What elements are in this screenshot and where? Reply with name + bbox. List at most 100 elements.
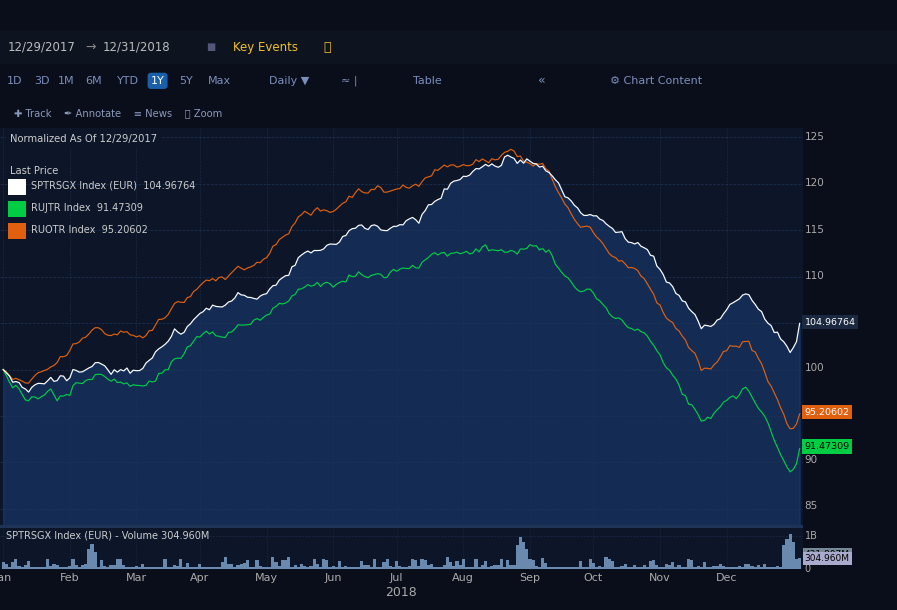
Bar <box>576 567 579 569</box>
Bar <box>237 565 239 569</box>
Bar <box>573 567 576 569</box>
Bar <box>109 565 113 569</box>
Bar <box>338 561 341 569</box>
Bar <box>265 567 268 569</box>
Bar <box>737 566 741 569</box>
Bar <box>798 559 801 569</box>
Bar <box>141 564 144 569</box>
Bar <box>772 567 776 569</box>
Bar <box>93 552 97 569</box>
Bar <box>370 567 373 569</box>
Bar <box>563 567 566 569</box>
Bar <box>151 567 154 569</box>
Bar <box>135 566 138 569</box>
Bar <box>52 564 56 569</box>
Bar <box>427 565 430 569</box>
Bar <box>588 559 592 569</box>
Bar <box>144 567 147 569</box>
Bar <box>386 559 388 569</box>
Bar <box>138 567 141 569</box>
Bar <box>351 567 353 569</box>
Bar <box>319 567 322 569</box>
Bar <box>786 539 788 569</box>
Bar <box>392 567 395 569</box>
Text: 1Y: 1Y <box>151 76 164 86</box>
Bar <box>303 566 306 569</box>
Bar <box>68 566 72 569</box>
Text: 100: 100 <box>805 363 824 373</box>
Bar <box>528 559 532 569</box>
Bar <box>503 567 506 569</box>
Bar <box>100 560 103 569</box>
Bar <box>456 561 458 569</box>
Bar <box>458 565 462 569</box>
Bar <box>281 561 284 569</box>
Bar <box>97 567 100 569</box>
FancyBboxPatch shape <box>8 201 26 217</box>
Bar <box>512 565 516 569</box>
Bar <box>293 565 297 569</box>
Bar <box>766 567 770 569</box>
Bar <box>379 567 382 569</box>
Bar <box>116 559 119 569</box>
Bar <box>147 567 151 569</box>
Bar <box>442 565 446 569</box>
Bar <box>221 562 223 569</box>
Text: 1D: 1D <box>7 76 22 86</box>
Bar <box>491 566 493 569</box>
Bar <box>405 567 408 569</box>
Text: Daily ▼: Daily ▼ <box>269 76 309 86</box>
Bar <box>306 567 309 569</box>
Bar <box>62 567 65 569</box>
Bar <box>157 567 161 569</box>
Bar <box>21 567 24 569</box>
Bar <box>300 564 303 569</box>
Bar <box>316 564 319 569</box>
Bar <box>544 564 547 569</box>
Bar <box>208 567 211 569</box>
Bar <box>557 567 560 569</box>
Bar <box>693 567 696 569</box>
Bar <box>731 567 735 569</box>
Bar <box>553 567 557 569</box>
Bar <box>658 567 662 569</box>
Bar <box>535 565 538 569</box>
Bar <box>757 565 760 569</box>
Bar <box>483 561 487 569</box>
Bar <box>751 565 753 569</box>
Bar <box>440 567 442 569</box>
Text: Normalized As Of 12/29/2017: Normalized As Of 12/29/2017 <box>10 134 157 144</box>
Bar <box>233 567 237 569</box>
Bar <box>592 564 595 569</box>
Bar <box>27 561 30 569</box>
Bar <box>477 567 481 569</box>
Bar <box>782 545 786 569</box>
Bar <box>161 567 163 569</box>
Text: ✚ Track    ✒ Annotate    ≡ News    🔍 Zoom: ✚ Track ✒ Annotate ≡ News 🔍 Zoom <box>14 108 222 118</box>
Text: ⚙ Chart Content: ⚙ Chart Content <box>610 76 702 86</box>
Bar <box>173 565 176 569</box>
Bar <box>725 567 728 569</box>
Bar <box>256 560 258 569</box>
Text: 110: 110 <box>805 271 824 281</box>
Text: 5Y: 5Y <box>179 76 193 86</box>
Bar <box>223 557 227 569</box>
Bar <box>516 545 518 569</box>
Bar <box>642 565 646 569</box>
Bar <box>239 564 243 569</box>
Bar <box>163 559 167 569</box>
Text: 105: 105 <box>805 317 824 327</box>
Bar <box>2 562 4 569</box>
Bar <box>402 567 405 569</box>
Bar <box>8 567 11 569</box>
Text: 3D: 3D <box>34 76 49 86</box>
Bar <box>205 567 208 569</box>
Bar <box>91 544 93 569</box>
Bar <box>547 567 551 569</box>
Text: 304.960M: 304.960M <box>805 554 849 563</box>
Bar <box>586 567 588 569</box>
Bar <box>398 566 402 569</box>
Bar <box>436 567 440 569</box>
Bar <box>170 567 173 569</box>
Bar <box>312 559 316 569</box>
